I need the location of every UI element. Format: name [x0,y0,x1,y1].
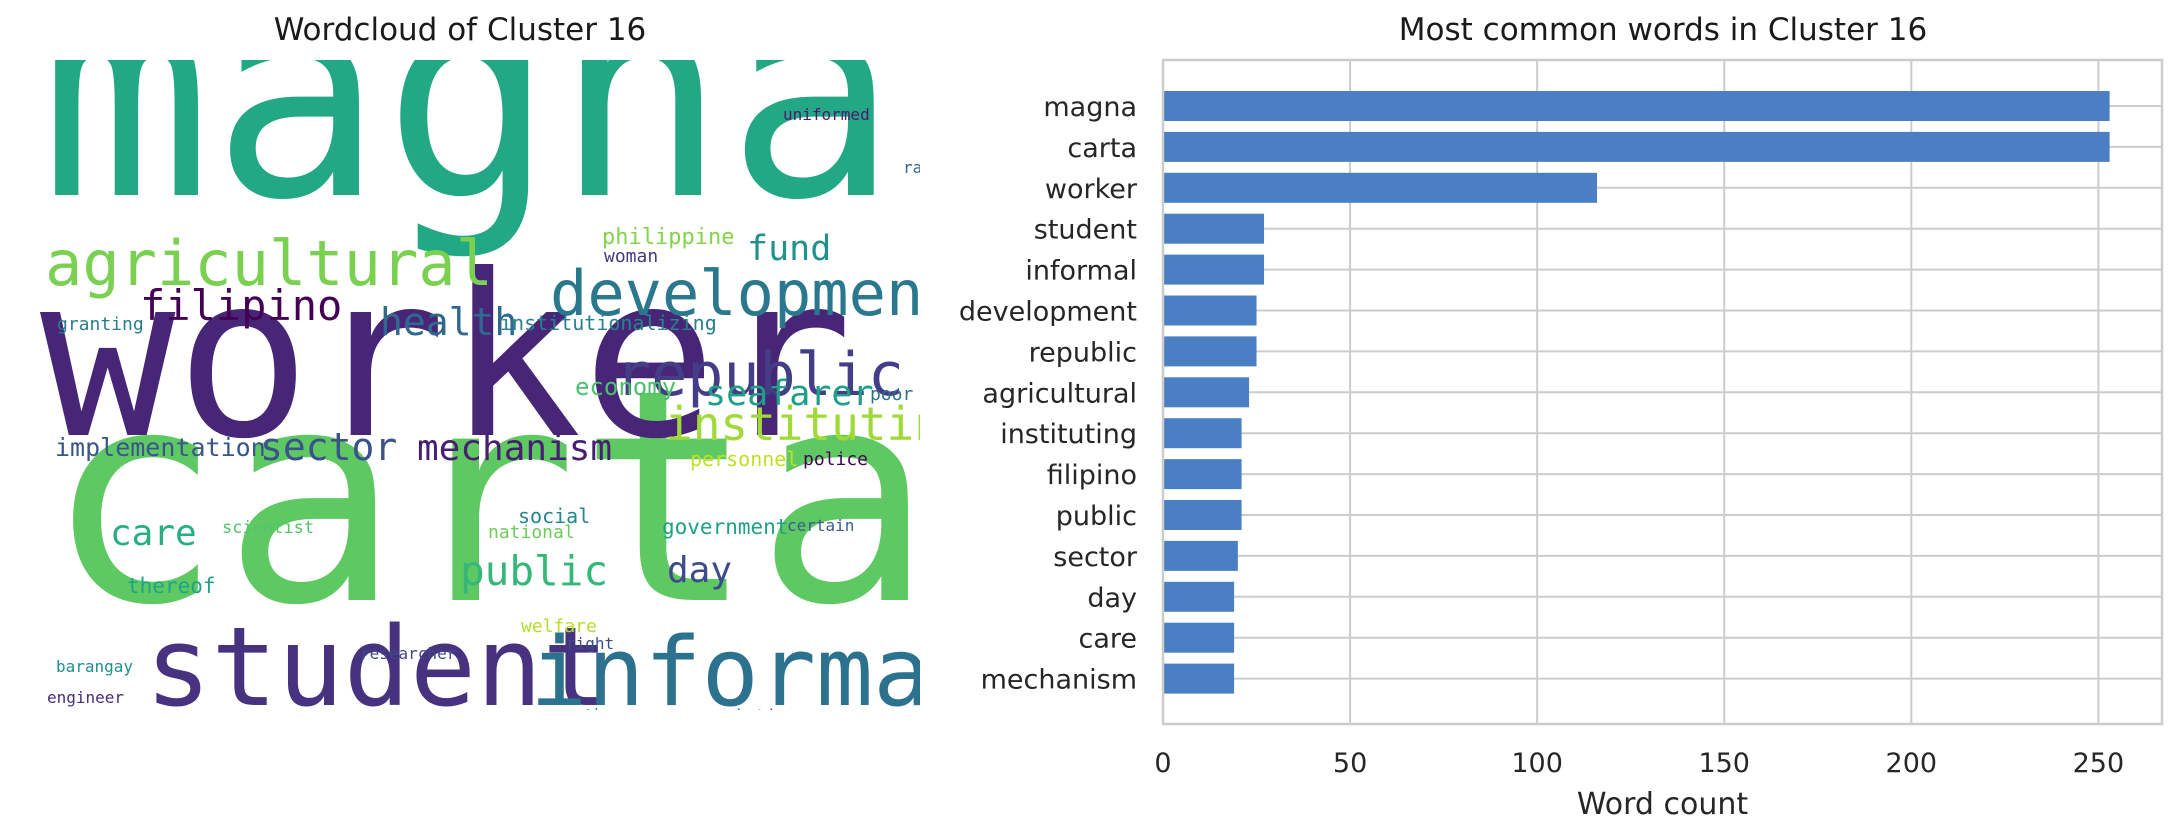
bar-carta [1163,131,2110,162]
wordcloud-word-implementation: implementation [55,433,266,462]
wordcloud-word-philippine: philippine [602,225,734,250]
bar-student [1163,213,1265,244]
y-tick-label: mechanism [981,665,1137,696]
bar-mechanism [1163,663,1235,694]
bar-public [1163,500,1242,530]
y-tick-label: magna [1043,92,1137,123]
x-tick-label: 0 [1154,748,1171,779]
wordcloud-word-sector: sector [260,425,397,469]
wordcloud-word-government: government [662,515,788,539]
bar-instituting [1163,418,1242,449]
wordcloud-word-seafarer: seafarer [705,374,874,414]
wordcloud-word-fund: fund [747,229,831,269]
bar-republic [1163,336,1257,367]
wordcloud-word-economy: economy [575,373,676,401]
wordcloud-word-worker: worker [40,227,853,489]
bar-agricultural [1163,377,1250,408]
wordcloud-word-institutionalizing: institutionalizing [500,311,717,335]
wordcloud-word-magna: magna [40,60,898,263]
wordcloud-word-personnel: personnel [690,447,798,471]
wordcloud-word-ra: ra [903,158,920,177]
wordcloud-word-welfare: welfare [521,616,597,637]
x-tick-label: 100 [1511,748,1563,779]
wordcloud-word-health: health [380,300,517,344]
wordcloud-word-student: student [145,603,609,710]
bar-filipino [1163,459,1242,490]
y-tick-label: instituting [1000,419,1137,450]
bar-magna [1163,91,2110,121]
y-tick-label: day [1087,583,1137,614]
bar-care [1163,622,1235,653]
wordcloud-word-poor: poor [870,384,914,405]
x-tick-label: 50 [1333,748,1367,779]
wordcloud-word-certain: certain [787,516,854,535]
y-tick-label: agricultural [982,378,1137,409]
wordcloud-word-youth: youth [553,706,604,710]
wordcloud-word-care: care [110,513,197,554]
y-tick-label: informal [1025,256,1137,287]
plot-frame [1161,58,2164,726]
wordcloud-word-day: day [667,550,732,591]
wordcloud-word-thereof: thereof [127,574,216,598]
bar-development [1163,295,1257,326]
y-tick-label: student [1034,215,1137,246]
wordcloud-word-researcher: researcher [360,644,457,663]
wordcloud-word-association: association [679,706,798,710]
y-tick-label: republic [1029,337,1137,368]
wordcloud-word-mechanism: mechanism [417,428,612,469]
wordcloud-word-scientist: scientist [222,518,314,538]
wordcloud-word-right: right [566,634,614,653]
wordcloud-word-national: national [488,522,575,543]
y-tick-label: sector [1053,542,1138,573]
wordcloud-word-republic: republic [615,340,904,410]
bar-informal [1163,254,1265,285]
wordcloud-word-filipino: filipino [140,281,342,330]
wordcloud-word-carta: carta [45,326,920,670]
wordcloud-word-barangay: barangay [56,657,133,676]
y-tick-label: worker [1045,174,1138,205]
wordcloud-word-woman: woman [604,246,658,267]
wordcloud-word-police: police [803,449,868,470]
x-tick-label: 150 [1698,748,1750,779]
y-tick-label: carta [1067,133,1137,164]
x-tick-label: 250 [2073,748,2125,779]
wordcloud-word-engineer: engineer [47,688,124,707]
wordcloud-word-instituting: instituting [665,397,920,451]
wordcloud-word-social: social [518,504,590,528]
bar-chart-title: Most common words in Cluster 16 [1398,12,1928,48]
y-tick-label: care [1078,624,1137,655]
wordcloud-word-informal: informal [530,618,920,710]
bar-sector [1163,540,1238,571]
wordcloud-word-granting: granting [57,314,144,335]
bar-worker [1163,172,1598,203]
wordcloud-word-public: public [460,547,608,595]
wordcloud-word-uniformed: uniformed [783,105,870,124]
bar-day [1163,581,1235,612]
y-tick-label: development [959,297,1137,328]
y-tick-label: filipino [1047,460,1137,491]
y-tick-label: public [1056,501,1137,532]
wordcloud-title: Wordcloud of Cluster 16 [273,12,647,48]
x-tick-label: 200 [1886,748,1938,779]
x-axis-label: Word count [1577,787,1749,822]
wordcloud-word-development: development [550,257,920,330]
wordcloud-word-agricultural: agricultural [45,227,493,300]
